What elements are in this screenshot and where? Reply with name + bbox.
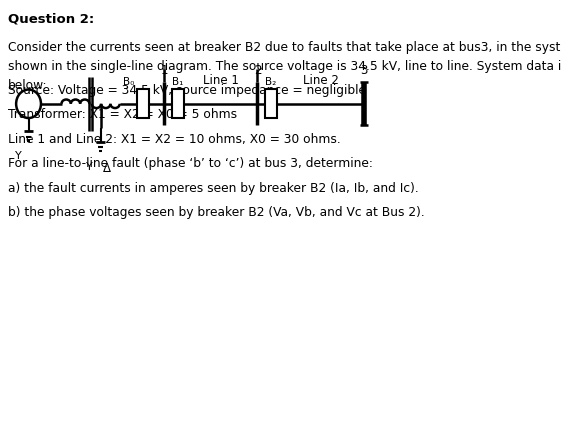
Text: Line 1 and Line 2: X1 = X2 = 10 ohms, X0 = 30 ohms.: Line 1 and Line 2: X1 = X2 = 10 ohms, X0…: [8, 133, 341, 146]
Text: a) the fault currents in amperes seen by breaker B2 (Ia, Ib, and Ic).: a) the fault currents in amperes seen by…: [8, 182, 419, 195]
Text: Transformer: X1 = X2 = X0 = 5 ohms: Transformer: X1 = X2 = X0 = 5 ohms: [8, 108, 237, 121]
Bar: [172, 89, 184, 118]
Text: 1: 1: [160, 64, 168, 77]
Text: B₂: B₂: [265, 77, 277, 87]
Bar: [137, 89, 149, 118]
Bar: [265, 89, 277, 118]
Text: B₀: B₀: [123, 77, 135, 87]
Text: Source: Voltage = 34.5 kV, source impedance = negligible: Source: Voltage = 34.5 kV, source impeda…: [8, 84, 366, 97]
Text: Consider the currents seen at breaker B2 due to faults that take place at bus3, : Consider the currents seen at breaker B2…: [8, 42, 561, 92]
Text: 3: 3: [360, 64, 368, 77]
Text: Line 1: Line 1: [203, 74, 238, 87]
Text: b) the phase voltages seen by breaker B2 (Va, Vb, and Vc at Bus 2).: b) the phase voltages seen by breaker B2…: [8, 206, 425, 219]
Text: Y: Y: [16, 151, 22, 161]
Text: For a line-to-line fault (phase ‘b’ to ‘c’) at bus 3, determine:: For a line-to-line fault (phase ‘b’ to ‘…: [8, 157, 373, 170]
Text: Δ: Δ: [103, 162, 111, 175]
Text: 2: 2: [254, 64, 261, 77]
Text: Y: Y: [86, 162, 93, 172]
Text: Line 2: Line 2: [303, 74, 339, 87]
Text: B₁: B₁: [172, 77, 183, 87]
Text: Question 2:: Question 2:: [8, 13, 95, 26]
